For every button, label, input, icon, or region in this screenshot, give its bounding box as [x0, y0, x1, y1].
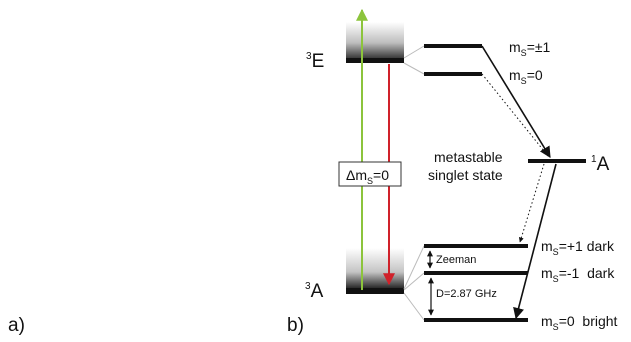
- zero-field-label: D=2.87 GHz: [436, 288, 497, 300]
- term-ground: 3A: [305, 281, 324, 302]
- ground-level-ms-plus1: [424, 244, 528, 248]
- term-singlet: 1A: [591, 154, 610, 175]
- excited-level-bar: [346, 58, 404, 63]
- singlet-label-line2: singlet state: [428, 167, 503, 183]
- singlet-label-line1: metastable: [434, 149, 503, 165]
- decay-arrow-to-ms-plus1: [518, 163, 545, 243]
- excited-level-label-0: mS=0: [509, 67, 543, 86]
- excited-level-label-pm1: mS=±1: [509, 39, 551, 58]
- ground-band: [346, 248, 404, 288]
- ground-level-ms-minus1: [424, 271, 528, 275]
- transition-label-box: [338, 161, 402, 187]
- ground-level-bar: [346, 288, 404, 294]
- singlet-level: [528, 159, 586, 163]
- isc-arrow-ms-pm1: [481, 45, 551, 158]
- ground-level-label-minus1: mS=-1 dark: [541, 265, 615, 284]
- zeeman-label: Zeeman: [436, 254, 476, 266]
- excited-level-ms-0: [424, 72, 482, 76]
- panel-label-b: b): [287, 315, 304, 336]
- fan-lines: [403, 45, 425, 321]
- ground-level-ms-0: [424, 318, 528, 322]
- isc-arrow-ms-0: [481, 73, 549, 157]
- term-excited: 3E: [306, 51, 324, 72]
- decay-arrow-to-ms-0: [513, 163, 557, 320]
- transition-label: ΔmS=0: [346, 167, 389, 186]
- panel-label-a: a): [8, 315, 25, 336]
- ground-level-label-0: mS=0 bright: [541, 313, 618, 332]
- excited-level-ms-pm1: [424, 44, 482, 48]
- ground-level-label-plus1: mS=+1 dark: [541, 238, 615, 257]
- excited-band: [346, 22, 404, 60]
